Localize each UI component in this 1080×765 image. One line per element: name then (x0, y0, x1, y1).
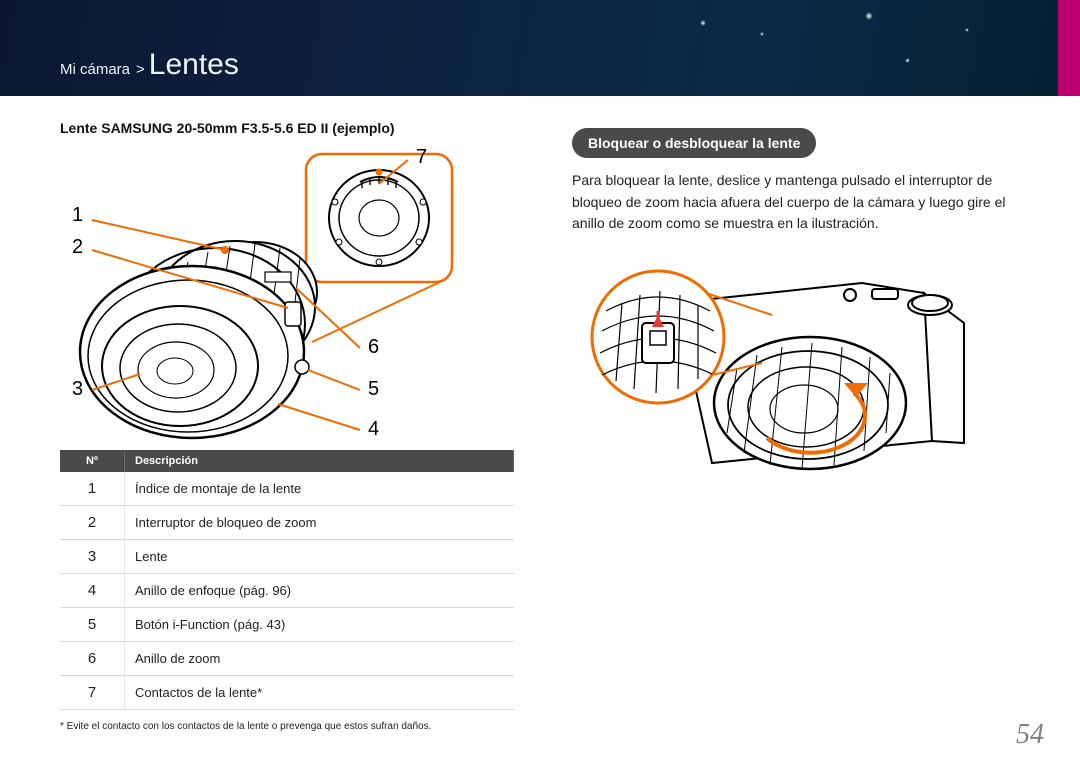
table-row: 5Botón i-Function (pág. 43) (60, 608, 514, 642)
breadcrumb-parent: Mi cámara (60, 61, 130, 78)
cell-no: 6 (60, 642, 125, 676)
table-row: 7Contactos de la lente* (60, 676, 514, 710)
lens-diagram: 1 2 3 4 5 6 7 (60, 142, 480, 444)
cell-desc: Anillo de zoom (125, 642, 514, 676)
callout-6: 6 (368, 336, 379, 359)
left-column: Lente SAMSUNG 20-50mm F3.5-5.6 ED II (ej… (60, 120, 520, 734)
table-row: 2Interruptor de bloqueo de zoom (60, 506, 514, 540)
cell-desc: Lente (125, 540, 514, 574)
lock-diagram (572, 253, 1002, 513)
top-banner: Mi cámara > Lentes (0, 0, 1080, 96)
callout-4: 4 (368, 418, 379, 441)
callout-1: 1 (72, 204, 83, 227)
cell-desc: Contactos de la lente* (125, 676, 514, 710)
cell-no: 3 (60, 540, 125, 574)
table-row: 1Índice de montaje de la lente (60, 472, 514, 506)
section-paragraph: Para bloquear la lente, deslice y manten… (572, 170, 1024, 235)
callout-2: 2 (72, 236, 83, 259)
cell-desc: Botón i-Function (pág. 43) (125, 608, 514, 642)
decor-sparkle (760, 32, 764, 36)
callout-5: 5 (368, 378, 379, 401)
chapter-color-tab (1058, 0, 1080, 96)
col-header-no: Nº (60, 450, 125, 472)
table-row: 6Anillo de zoom (60, 642, 514, 676)
right-column: Bloquear o desbloquear la lente Para blo… (572, 128, 1024, 513)
table-row: 4Anillo de enfoque (pág. 96) (60, 574, 514, 608)
table-row: 3Lente (60, 540, 514, 574)
figure-caption: Lente SAMSUNG 20-50mm F3.5-5.6 ED II (ej… (60, 120, 520, 136)
breadcrumb: Mi cámara > Lentes (60, 48, 239, 82)
breadcrumb-separator: > (130, 61, 149, 78)
cell-desc: Índice de montaje de la lente (125, 472, 514, 506)
manual-page: Mi cámara > Lentes Lente SAMSUNG 20-50mm… (0, 0, 1080, 765)
breadcrumb-title: Lentes (149, 48, 239, 81)
decor-sparkle (905, 58, 910, 63)
cell-no: 4 (60, 574, 125, 608)
lens-diagram-svg (60, 142, 480, 444)
callout-3: 3 (72, 378, 83, 401)
parts-table: Nº Descripción 1Índice de montaje de la … (60, 450, 514, 710)
cell-desc: Interruptor de bloqueo de zoom (125, 506, 514, 540)
cell-desc: Anillo de enfoque (pág. 96) (125, 574, 514, 608)
callout-7: 7 (416, 146, 427, 169)
decor-sparkle (700, 20, 706, 26)
page-number: 54 (1016, 719, 1044, 751)
cell-no: 7 (60, 676, 125, 710)
section-heading: Bloquear o desbloquear la lente (572, 128, 816, 158)
footnote: * Evite el contacto con los contactos de… (60, 720, 520, 734)
cell-no: 5 (60, 608, 125, 642)
lock-diagram-svg (572, 253, 1002, 513)
col-header-desc: Descripción (125, 450, 514, 472)
cell-no: 1 (60, 472, 125, 506)
decor-sparkle (865, 12, 873, 20)
decor-sparkle (965, 28, 969, 32)
cell-no: 2 (60, 506, 125, 540)
